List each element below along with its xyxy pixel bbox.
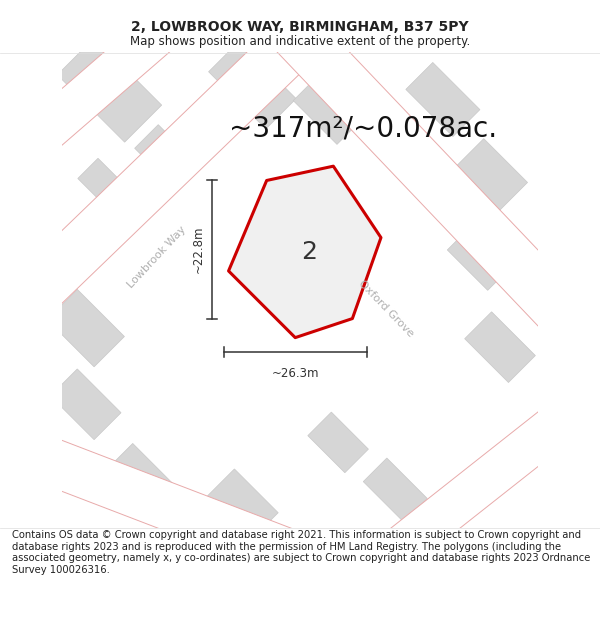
Polygon shape [106, 444, 180, 518]
Text: 2, LOWBROOK WAY, BIRMINGHAM, B37 5PY: 2, LOWBROOK WAY, BIRMINGHAM, B37 5PY [131, 20, 469, 34]
Polygon shape [382, 392, 590, 569]
Polygon shape [29, 434, 332, 589]
Polygon shape [229, 166, 381, 338]
Polygon shape [208, 469, 278, 539]
Text: Oxford Grove: Oxford Grove [356, 279, 415, 339]
Polygon shape [272, 10, 595, 346]
Polygon shape [454, 139, 527, 212]
Polygon shape [447, 223, 515, 291]
Polygon shape [78, 158, 131, 212]
Text: ~22.8m: ~22.8m [192, 226, 205, 273]
Text: Map shows position and indicative extent of the property.: Map shows position and indicative extent… [130, 35, 470, 48]
Polygon shape [24, 0, 195, 154]
Polygon shape [209, 41, 296, 129]
Polygon shape [293, 74, 364, 144]
Text: Lowbrook Way: Lowbrook Way [126, 224, 188, 289]
Polygon shape [261, 204, 339, 281]
Text: ~26.3m: ~26.3m [271, 367, 319, 380]
Text: Contains OS data © Crown copyright and database right 2021. This information is : Contains OS data © Crown copyright and d… [12, 530, 590, 575]
Text: 2: 2 [302, 240, 317, 264]
Polygon shape [134, 124, 199, 189]
Polygon shape [50, 369, 121, 439]
Polygon shape [464, 312, 535, 382]
Polygon shape [20, 9, 328, 309]
Polygon shape [406, 62, 480, 136]
Polygon shape [363, 458, 427, 522]
Polygon shape [47, 289, 124, 367]
Polygon shape [308, 412, 368, 472]
Text: ~317m²/~0.078ac.: ~317m²/~0.078ac. [229, 114, 497, 142]
Polygon shape [58, 38, 161, 142]
